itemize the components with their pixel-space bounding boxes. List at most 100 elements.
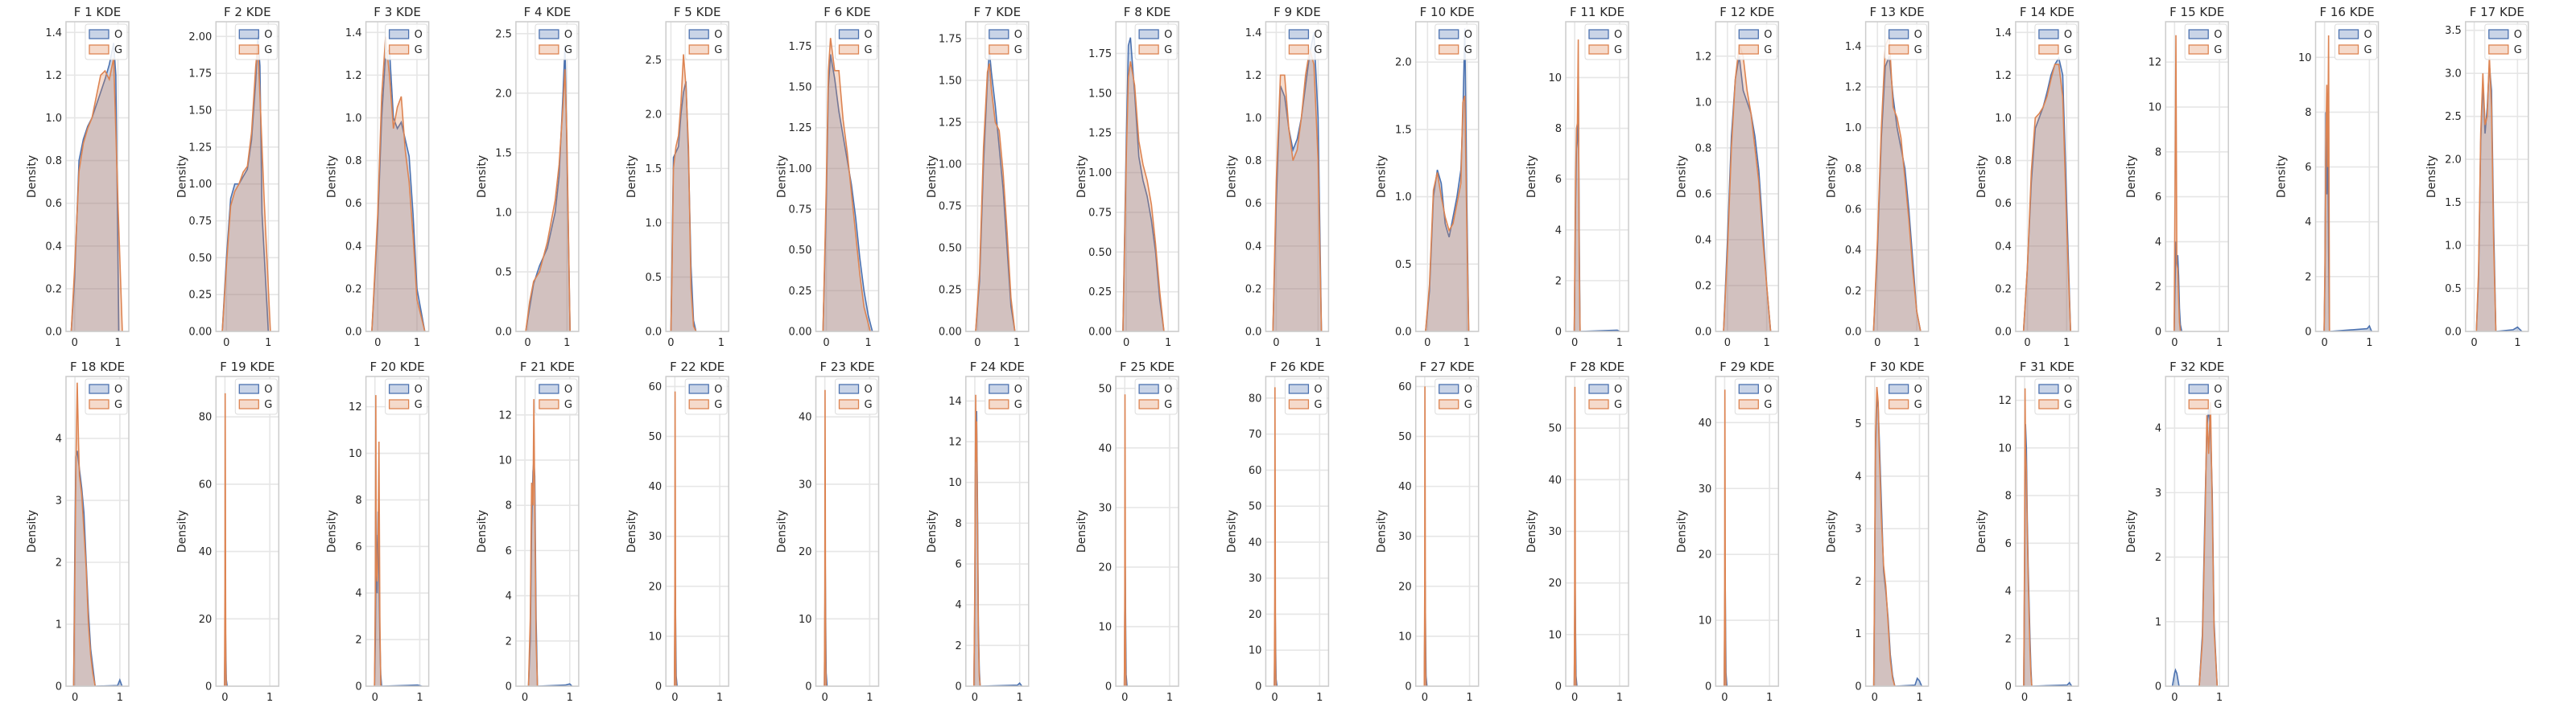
subplot-6: 0.00 0.25 0.50 0.75 1.00 1.25 1.50 1.75 0 1 F 6 KD… — [776, 5, 880, 349]
subplot-title: F 24 KDE — [970, 360, 1025, 374]
y-tick-label: 10 — [2149, 102, 2162, 114]
legend-label-O: O — [1014, 384, 1022, 396]
y-tick-label: 60 — [1249, 465, 1262, 477]
legend-swatch-G — [2038, 44, 2059, 55]
y-axis-label: Density — [1525, 155, 1538, 198]
legend-swatch-O — [1439, 384, 1459, 394]
plot-area — [515, 22, 579, 331]
subplot-2: 0.00 0.25 0.50 0.75 1.00 1.25 1.50 1.75 2.00 0 1 F … — [175, 5, 280, 349]
axes-frame — [2015, 21, 2079, 332]
y-tick-label: 1.25 — [939, 117, 962, 129]
x-tick-label: 1 — [265, 337, 271, 349]
legend-swatch-G — [1738, 44, 1759, 55]
subplot-title: F 16 KDE — [2319, 5, 2374, 19]
y-tick-label: 0 — [655, 681, 662, 693]
subplot-title: F 19 KDE — [220, 360, 275, 374]
legend: OG — [385, 23, 428, 60]
legend-swatch-O — [89, 384, 109, 394]
x-tick-label: 0 — [2322, 337, 2328, 349]
legend-label-G: G — [1914, 399, 1922, 411]
x-tick-label: 1 — [564, 337, 570, 349]
y-axis-label: Density — [476, 155, 489, 198]
y-axis-label: Density — [1376, 155, 1389, 198]
legend-swatch-G — [1288, 399, 1310, 409]
kde-line-G — [1872, 35, 1922, 331]
legend-label-G: G — [1014, 399, 1022, 411]
y-tick-label: 0.8 — [1845, 163, 1862, 175]
kde-area-G — [71, 58, 122, 331]
y-axis-label: Density — [26, 155, 39, 198]
y-tick-label: 10 — [498, 455, 512, 467]
legend-label-G: G — [114, 399, 122, 411]
y-axis-label: Density — [26, 510, 39, 553]
axes-frame — [515, 376, 580, 687]
legend-swatch-G — [1738, 399, 1759, 409]
kde-line-O — [371, 47, 426, 331]
axes-frame — [215, 21, 280, 332]
legend-label-O: O — [1914, 29, 1922, 41]
y-tick-label: 80 — [1249, 393, 1262, 405]
axes-frame — [1265, 21, 1330, 332]
legend-label-O: O — [564, 384, 572, 396]
kde-area-O — [371, 49, 425, 331]
kde-area-O — [374, 511, 423, 686]
legend: OG — [85, 378, 128, 415]
x-tick-label: 0 — [2024, 337, 2030, 349]
legend-label-O: O — [264, 384, 272, 396]
y-axis-label: Density — [175, 510, 188, 553]
y-tick-label: 1.4 — [45, 27, 62, 39]
legend-label-O: O — [1764, 29, 1772, 41]
kde-area-O — [526, 45, 571, 331]
x-tick-label: 0 — [1721, 692, 1728, 704]
legend-swatch-O — [1138, 384, 1159, 394]
y-tick-label: 1.2 — [1995, 70, 2012, 82]
legend-label-O: O — [1164, 384, 1172, 396]
kde-line-O — [221, 36, 270, 331]
legend-label-G: G — [2214, 44, 2222, 56]
x-tick-label: 1 — [1466, 692, 1472, 704]
kde-line-G — [525, 69, 571, 331]
y-axis-label: Density — [2125, 155, 2138, 198]
x-tick-label: 1 — [416, 692, 423, 704]
x-tick-label: 1 — [866, 692, 873, 704]
y-tick-label: 0 — [1855, 681, 1861, 693]
legend-swatch-O — [2038, 384, 2059, 394]
x-tick-label: 0 — [522, 692, 528, 704]
y-tick-label: 0.00 — [939, 327, 962, 339]
y-tick-label: 12 — [1998, 395, 2012, 407]
y-tick-label: 1 — [1855, 628, 1861, 640]
x-tick-label: 0 — [667, 337, 674, 349]
y-tick-label: 10 — [1699, 615, 1712, 627]
y-tick-label: 40 — [1099, 442, 1113, 455]
y-axis-label: Density — [175, 155, 188, 198]
y-tick-label: 1.0 — [495, 207, 512, 219]
legend-label-O: O — [2214, 384, 2222, 396]
y-tick-label: 20 — [1548, 578, 1562, 590]
kde-line-G — [975, 63, 1016, 331]
legend-swatch-O — [238, 384, 259, 394]
legend-label-O: O — [865, 29, 873, 41]
y-tick-label: 1.2 — [1245, 70, 1262, 82]
y-tick-label: 0.2 — [1695, 280, 1712, 292]
x-tick-label: 1 — [1766, 692, 1773, 704]
y-tick-label: 6 — [956, 559, 962, 571]
legend-swatch-G — [1439, 44, 1459, 55]
axes-frame — [815, 376, 880, 687]
y-tick-label: 6 — [2005, 538, 2012, 550]
y-tick-label: 1.0 — [345, 113, 362, 125]
x-tick-label: 1 — [1166, 692, 1173, 704]
subplot-title: F 5 KDE — [674, 5, 721, 19]
y-tick-label: 0 — [1555, 681, 1562, 693]
legend: OG — [1134, 378, 1178, 415]
kde-area-O — [2023, 424, 2072, 686]
x-tick-label: 1 — [716, 692, 723, 704]
y-tick-label: 1.00 — [1088, 167, 1112, 179]
legend: OG — [535, 378, 578, 415]
x-tick-label: 0 — [372, 692, 378, 704]
subplot-3: 0.0 0.2 0.4 0.6 0.8 1.0 1.2 1.4 0 1 F 3 KDE Density… — [326, 5, 430, 349]
legend-swatch-O — [1288, 384, 1310, 394]
axes-frame — [1565, 21, 1629, 332]
legend: OG — [1284, 378, 1327, 415]
y-tick-label: 12 — [349, 401, 362, 413]
legend-label-O: O — [1314, 29, 1322, 41]
